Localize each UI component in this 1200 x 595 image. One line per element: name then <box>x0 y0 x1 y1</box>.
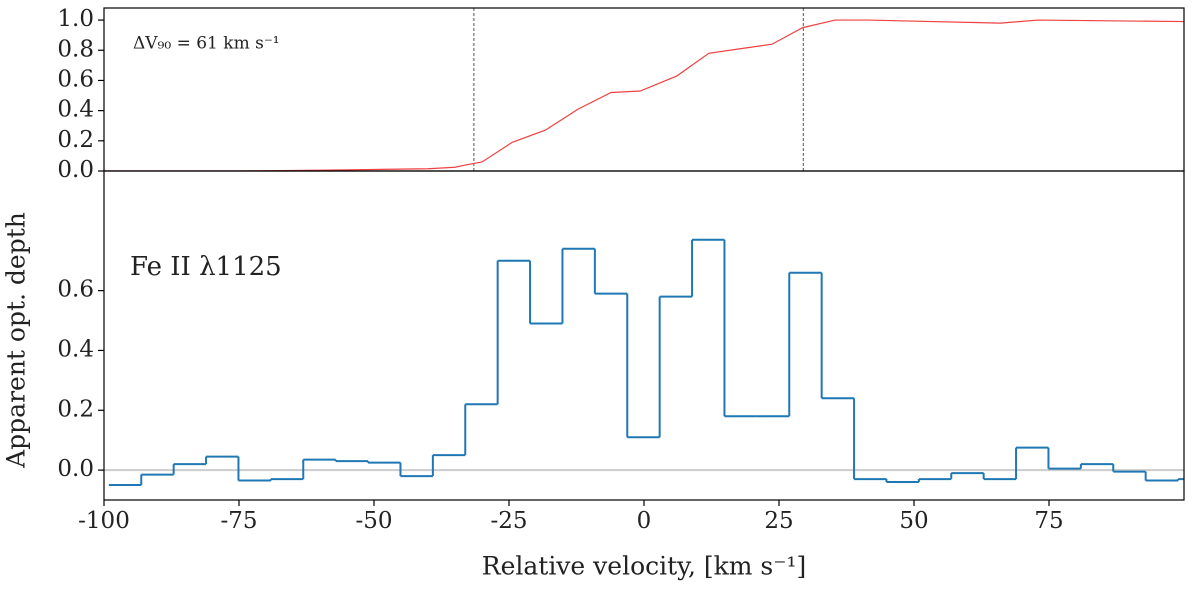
x-tick-label: 75 <box>1034 508 1063 534</box>
y-tick-label: 1.0 <box>57 6 94 32</box>
y-tick-label: 0.4 <box>57 97 94 123</box>
y-tick-label: 0.0 <box>57 157 94 183</box>
x-tick-label: 25 <box>764 508 793 534</box>
x-tick-label: -50 <box>355 508 392 534</box>
y-tick-label: 0.4 <box>57 336 94 362</box>
x-tick-label: -75 <box>220 508 257 534</box>
axes: 0.0 0.2 0.4 0.6 0.8 1.0 0.0 0.2 0.4 0.6 -100 -75 -50… <box>57 6 1063 534</box>
x-axis-label: Relative velocity, [km s⁻¹] <box>482 552 807 581</box>
dv90-annotation: ΔV₉₀ = 61 km s⁻¹ <box>133 34 280 54</box>
line-annotation: Fe II λ1125 <box>130 252 282 282</box>
bottom-plot <box>104 238 1184 487</box>
x-tick-label: 0 <box>637 508 652 534</box>
x-tick-label: -100 <box>78 508 130 534</box>
y-tick-label: 0.6 <box>57 66 94 92</box>
y-tick-label: 0.6 <box>57 277 94 303</box>
y-tick-label: 0.2 <box>57 127 94 153</box>
bottom-frame <box>103 170 1185 501</box>
cumulative-line <box>104 19 1184 171</box>
x-tick-label: -25 <box>490 508 527 534</box>
y-axis-label: Apparent opt. depth <box>2 212 31 469</box>
x-tick-label: 50 <box>899 508 928 534</box>
y-tick-label: 0.8 <box>57 36 94 62</box>
top-plot <box>104 8 1184 171</box>
y-tick-label: 0.0 <box>57 456 94 482</box>
y-tick-label: 0.2 <box>57 396 94 422</box>
